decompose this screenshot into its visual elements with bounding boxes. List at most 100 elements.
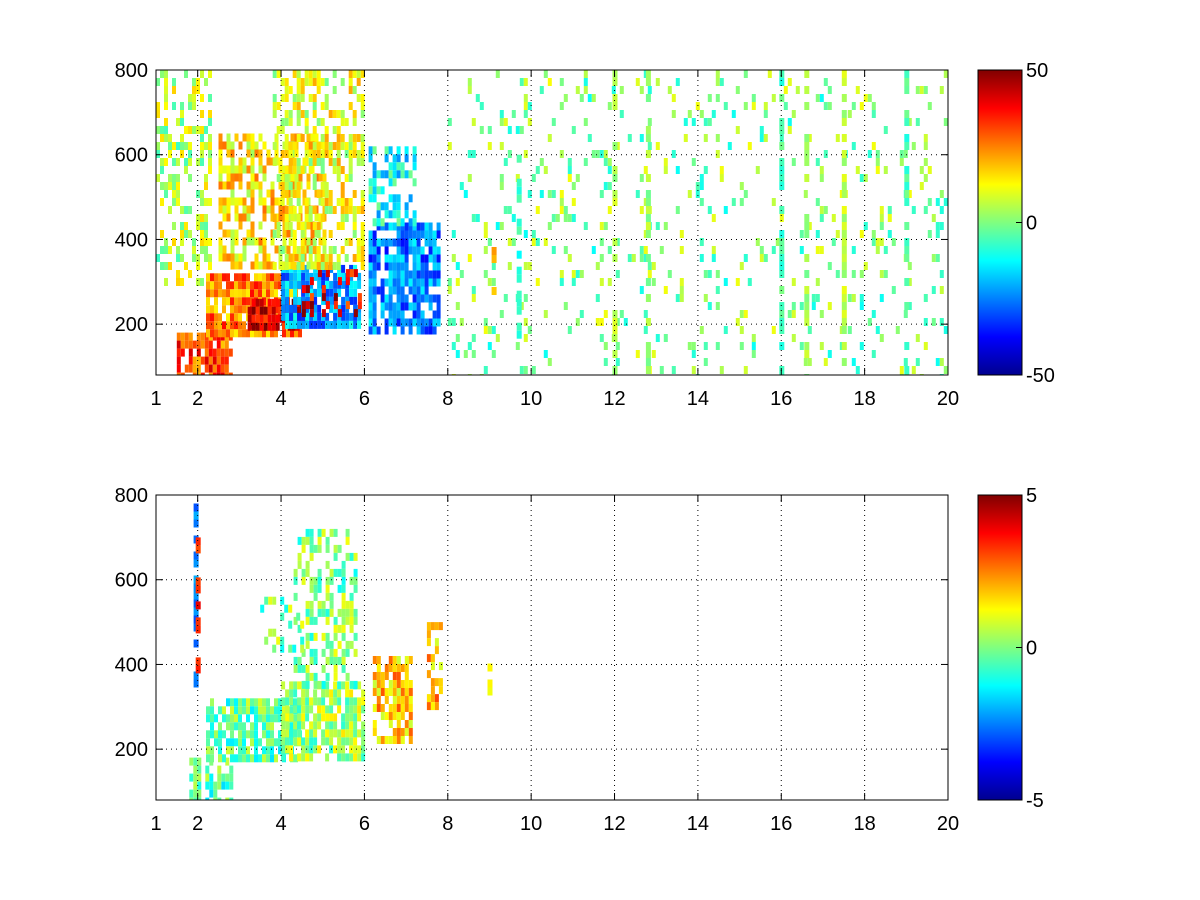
heatmap-cell — [180, 278, 184, 286]
heatmap-cell — [368, 310, 373, 319]
heatmap-cell — [599, 278, 604, 286]
heatmap-cell — [204, 356, 209, 365]
heatmap-cell — [607, 102, 612, 110]
heatmap-cell — [451, 254, 456, 262]
heatmap-cell — [647, 86, 652, 94]
heatmap-cell — [304, 70, 309, 78]
heatmap-cell — [333, 713, 338, 722]
heatmap-cell — [455, 262, 460, 270]
heatmap-streak — [779, 302, 785, 310]
heatmap-cell — [587, 134, 592, 142]
heatmap-cell — [547, 222, 552, 230]
heatmap-cell — [180, 254, 184, 262]
heatmap-cell — [432, 238, 437, 247]
heatmap-cell — [301, 301, 306, 310]
heatmap-cell — [312, 174, 317, 182]
y-tick-label: 600 — [115, 145, 148, 167]
heatmap-cell — [751, 102, 756, 110]
heatmap-cell — [416, 278, 421, 287]
heatmap-cell — [655, 222, 660, 230]
heatmap-cell — [432, 270, 437, 279]
heatmap-cell — [349, 705, 354, 714]
heatmap-cell — [258, 221, 263, 230]
heatmap-cell — [799, 342, 804, 350]
heatmap-cell — [293, 616, 298, 625]
heatmap-streak — [779, 318, 785, 326]
heatmap-cell — [258, 738, 262, 747]
heatmap-cell — [424, 222, 429, 231]
heatmap-cell — [238, 722, 242, 731]
heatmap-cell — [284, 604, 289, 613]
heatmap-cell — [396, 704, 401, 712]
heatmap-cell — [230, 189, 235, 198]
y-tick-label: 200 — [115, 314, 148, 336]
heatmap-cell — [803, 358, 808, 366]
heatmap-cell — [188, 150, 192, 158]
heatmap-cell — [859, 174, 864, 182]
heatmap-streak — [841, 110, 847, 118]
heatmap-cell — [763, 110, 768, 118]
heatmap-cell — [683, 118, 688, 126]
heatmap-cell — [607, 166, 612, 174]
heatmap-cell — [420, 310, 425, 319]
heatmap-cell — [503, 158, 508, 166]
heatmap-cell — [305, 729, 310, 738]
heatmap-cell — [270, 706, 274, 715]
heatmap-cell — [172, 102, 176, 110]
heatmap-cell — [392, 696, 397, 704]
heatmap-cell — [321, 632, 326, 641]
heatmap-cell — [214, 281, 218, 290]
heatmap-cell — [293, 272, 298, 281]
heatmap-cell — [499, 182, 504, 190]
heatmap-cell — [226, 297, 230, 306]
heatmap-streak — [841, 294, 847, 302]
heatmap-cell — [197, 789, 202, 798]
heatmap-cells — [189, 503, 493, 800]
heatmap-cell — [262, 213, 267, 222]
heatmap-cell — [432, 262, 437, 271]
heatmap-cell — [591, 150, 596, 158]
heatmap-cell — [325, 753, 330, 762]
heatmap-cell — [226, 722, 230, 731]
heatmap-cell — [891, 286, 896, 294]
heatmap-cell — [903, 150, 908, 158]
heatmap-cell — [324, 262, 329, 270]
heatmap-cell — [783, 102, 788, 110]
y-tick-label: 800 — [115, 60, 148, 82]
heatmap-cell — [309, 697, 314, 706]
heatmap-cell — [222, 181, 227, 190]
heatmap-cell — [313, 689, 318, 698]
heatmap-cell — [368, 178, 373, 187]
heatmap-cell — [218, 273, 222, 282]
heatmap-cell — [883, 126, 888, 134]
heatmap-cell — [230, 245, 235, 254]
heatmap-cell — [320, 102, 325, 110]
heatmap-cell — [831, 214, 836, 222]
heatmap-cell — [294, 253, 299, 262]
heatmap-cell — [619, 310, 624, 318]
heatmap-cell — [313, 737, 318, 746]
heatmap-cell — [523, 334, 528, 342]
heatmap-cell — [396, 696, 401, 704]
heatmap-cell — [293, 312, 298, 321]
heatmap-cell — [238, 281, 242, 290]
heatmap-cell — [360, 110, 365, 118]
heatmap-cell — [258, 698, 262, 707]
heatmap-cell — [238, 754, 242, 763]
heatmap-cell — [250, 173, 255, 182]
heatmap-cell — [396, 254, 401, 263]
heatmap-cell — [293, 280, 298, 289]
heatmap-cell — [238, 714, 242, 723]
heatmap-cell — [250, 237, 255, 246]
heatmap-cell — [635, 350, 640, 358]
heatmap-streak — [779, 254, 785, 262]
heatmap-cell — [392, 286, 397, 295]
heatmap-cell — [184, 364, 189, 373]
heatmap-cell — [408, 194, 413, 203]
heatmap-cell — [218, 197, 223, 206]
heatmap-streak — [193, 679, 199, 688]
heatmap-cell — [372, 218, 377, 227]
heatmap-cell — [360, 94, 365, 102]
heatmap-cell — [719, 174, 724, 182]
heatmap-cell — [763, 134, 768, 142]
